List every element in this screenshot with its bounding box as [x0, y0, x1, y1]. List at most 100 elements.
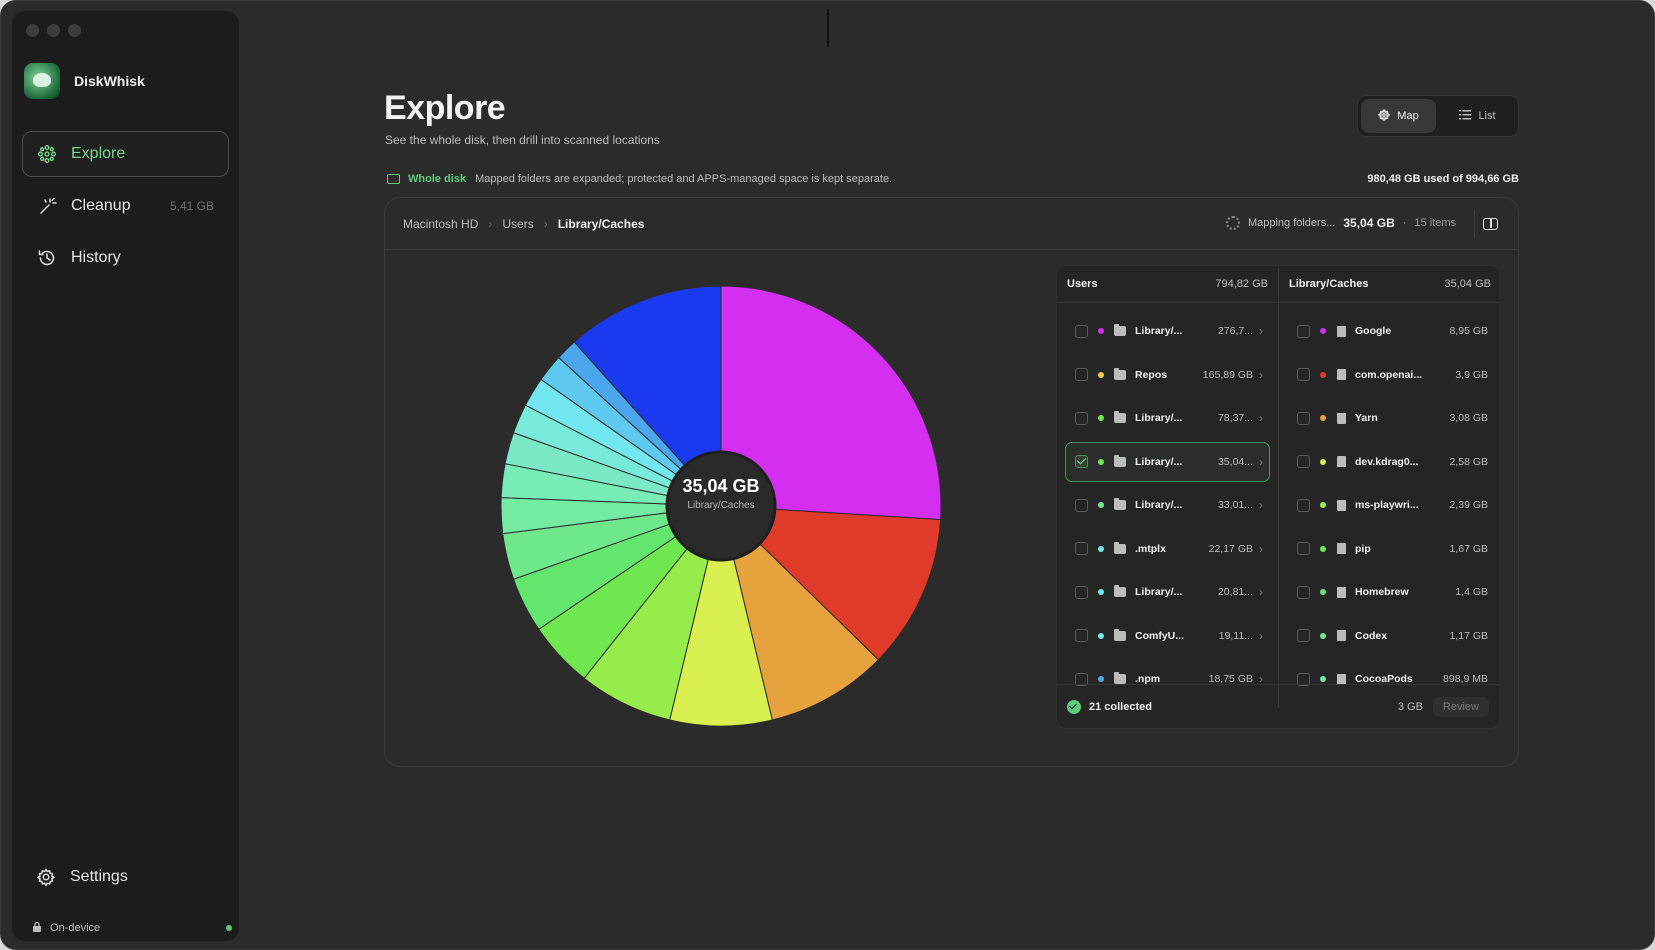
list-item[interactable]: Repos 165,89 GB › — [1065, 355, 1270, 395]
chevron-right-icon[interactable]: › — [1259, 454, 1263, 469]
item-size: 1,17 GB — [1449, 629, 1488, 642]
users-column: Users 794,82 GB Library/... 276,7... › Repo… — [1057, 266, 1279, 708]
row-checkbox[interactable] — [1297, 324, 1310, 338]
chevron-right-icon[interactable]: › — [1259, 498, 1263, 512]
list-item[interactable]: .mtplx 22,17 GB › — [1065, 529, 1270, 569]
color-dot — [1098, 371, 1104, 378]
folder-icon — [1114, 585, 1126, 597]
chevron-right-icon[interactable]: › — [1259, 541, 1263, 556]
list-item[interactable]: Homebrew 1,4 GB — [1287, 572, 1493, 612]
row-checkbox[interactable] — [1075, 411, 1088, 425]
collected-size: 3 GB — [1397, 700, 1423, 713]
card-header: Macintosh HD › Users › Library/Caches Ma… — [385, 198, 1518, 250]
list-item[interactable]: Library/... 276,7... › — [1065, 311, 1270, 351]
item-size: 2,58 GB — [1449, 455, 1488, 468]
row-checkbox[interactable] — [1075, 368, 1088, 381]
column-rows: Library/... 276,7... › Repos 165,89 GB › Libra… — [1057, 303, 1278, 699]
spinner-icon — [1225, 216, 1240, 230]
column-title: Users — [1067, 278, 1098, 290]
item-size: 18,75 GB — [1208, 673, 1253, 685]
row-checkbox[interactable] — [1297, 368, 1310, 381]
list-item[interactable]: CocoaPods 898,9 MB — [1287, 659, 1493, 699]
list-item[interactable]: com.openai... 3,9 GB — [1287, 355, 1493, 395]
pie-slice[interactable] — [720, 504, 880, 721]
row-checkbox[interactable] — [1297, 672, 1310, 686]
chevron-right-icon[interactable]: › — [1259, 411, 1263, 425]
breadcrumb: Macintosh HD › Users › Library/Caches — [403, 217, 644, 231]
pie-slice[interactable] — [719, 505, 942, 661]
chevron-right-icon[interactable]: › — [1259, 672, 1263, 686]
pie-slice[interactable] — [573, 285, 722, 508]
column-total: 35,04 GB — [1444, 278, 1491, 290]
row-checkbox[interactable] — [1075, 324, 1088, 338]
list-item[interactable]: Yarn 3,08 GB — [1287, 398, 1493, 438]
row-checkbox[interactable] — [1075, 498, 1088, 512]
chevron-right-icon[interactable]: › — [1259, 324, 1263, 338]
list-item[interactable]: Codex 1,17 GB — [1287, 616, 1493, 656]
sidebar-item-history[interactable]: History — [22, 235, 229, 281]
row-checkbox[interactable] — [1075, 585, 1088, 599]
row-checkbox[interactable] — [1297, 411, 1310, 425]
folder-icon — [1114, 367, 1126, 380]
list-item[interactable]: Library/... 20,81... › — [1065, 572, 1270, 612]
row-checkbox[interactable] — [1297, 585, 1310, 599]
zoom-window-button[interactable] — [68, 24, 81, 37]
row-checkbox[interactable] — [1075, 542, 1088, 555]
item-name: Yarn — [1355, 412, 1378, 424]
item-name: Library/... — [1135, 586, 1183, 598]
map-view-button[interactable]: Map — [1361, 99, 1436, 133]
app-brand: DiskWhisk — [24, 63, 145, 99]
list-item[interactable]: dev.kdrag0... 2,58 GB — [1287, 442, 1493, 482]
color-dot — [1098, 458, 1104, 465]
item-name: .npm — [1135, 673, 1161, 685]
pie-slice[interactable] — [669, 505, 773, 727]
folder-icon — [1114, 498, 1126, 510]
breadcrumb-item[interactable]: Users — [502, 217, 534, 231]
row-checkbox[interactable] — [1297, 455, 1310, 468]
column-browser: Users 794,82 GB Library/... 276,7... › Repo… — [1056, 265, 1500, 729]
list-item[interactable]: pip 1,67 GB — [1287, 529, 1493, 569]
chevron-right-icon: › — [543, 217, 548, 231]
item-name: Library/... — [1135, 499, 1183, 511]
list-item[interactable]: Library/... 33,01... › — [1065, 485, 1270, 525]
item-name: Google — [1355, 325, 1392, 337]
on-device-label: On-device — [50, 922, 101, 934]
chevron-right-icon[interactable]: › — [1259, 367, 1263, 382]
row-checkbox[interactable] — [1075, 455, 1088, 468]
color-dot — [1320, 632, 1326, 639]
sidebar-item-cleanup[interactable]: Cleanup 5,41 GB — [22, 183, 229, 229]
status-text: Mapping folders... — [1247, 217, 1336, 229]
view-toggle: Map List — [1357, 95, 1519, 137]
window-controls — [26, 24, 81, 37]
item-count: 15 items — [1414, 217, 1456, 229]
review-button[interactable]: Review — [1432, 696, 1489, 717]
close-window-button[interactable] — [26, 24, 39, 37]
list-item[interactable]: .npm 18,75 GB › — [1065, 659, 1270, 699]
minimize-window-button[interactable] — [47, 24, 60, 37]
chevron-right-icon[interactable]: › — [1259, 585, 1263, 599]
sidebar-item-settings[interactable]: Settings — [36, 867, 128, 887]
list-item[interactable]: ComfyU... 19,11... › — [1065, 616, 1270, 656]
list-item[interactable]: ms-playwri... 2,39 GB — [1287, 485, 1493, 525]
folder-icon — [1114, 324, 1126, 336]
pie-slice[interactable] — [720, 285, 942, 521]
breadcrumb-item[interactable]: Macintosh HD — [403, 217, 479, 231]
list-item[interactable]: Library/... 35,04... › — [1065, 441, 1270, 482]
row-checkbox[interactable] — [1075, 629, 1088, 642]
lock-icon — [32, 921, 42, 935]
panel-toggle-button[interactable] — [1474, 210, 1506, 238]
item-size: 20,81... — [1217, 586, 1253, 598]
page-subtitle: See the whole disk, then drill into scan… — [385, 133, 660, 147]
cleanup-size-badge: 5,41 GB — [169, 199, 214, 213]
column-header: Users 794,82 GB — [1057, 266, 1278, 303]
row-checkbox[interactable] — [1297, 629, 1310, 642]
chevron-right-icon[interactable]: › — [1259, 628, 1263, 643]
list-item[interactable]: Google 8,95 GB — [1287, 311, 1493, 351]
row-checkbox[interactable] — [1297, 498, 1310, 512]
row-checkbox[interactable] — [1075, 672, 1088, 686]
sidebar-item-explore[interactable]: Explore — [22, 131, 229, 177]
row-checkbox[interactable] — [1297, 542, 1310, 555]
item-name: Repos — [1135, 368, 1168, 381]
list-item[interactable]: Library/... 78,37... › — [1065, 398, 1270, 438]
list-view-button[interactable]: List — [1440, 99, 1515, 133]
